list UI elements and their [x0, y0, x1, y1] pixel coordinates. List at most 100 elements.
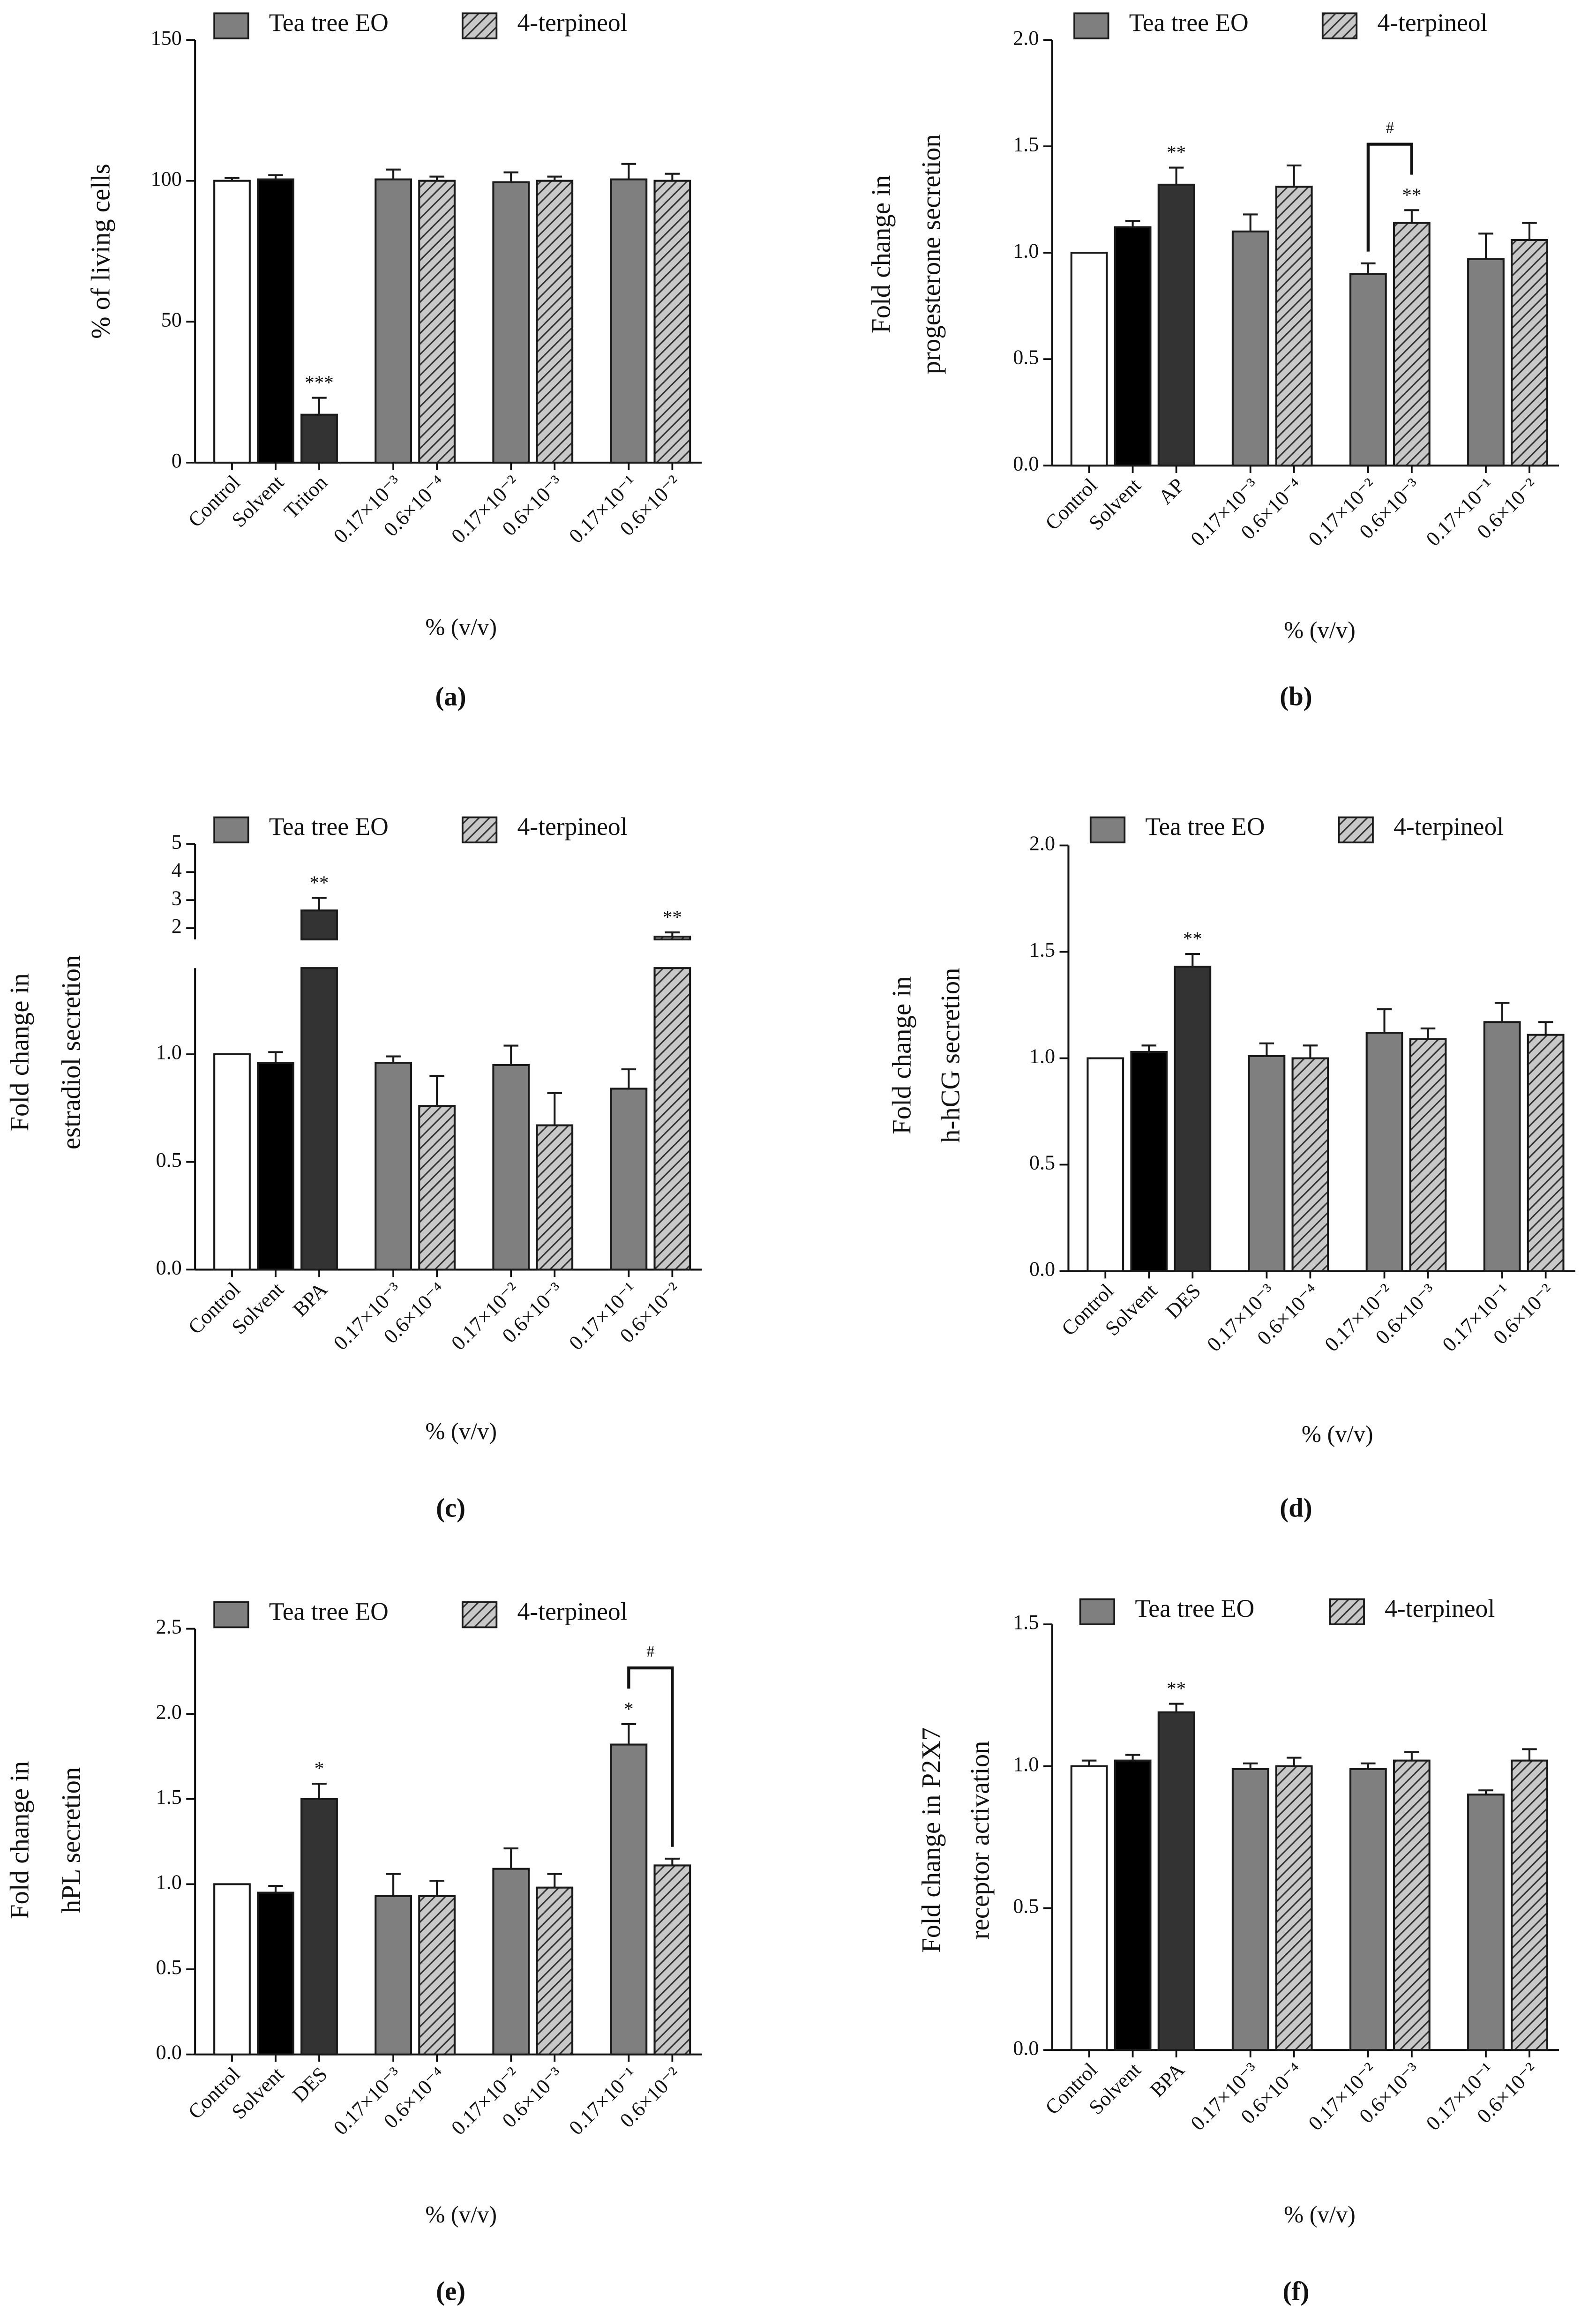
error-bar — [1125, 1754, 1140, 1761]
error-bar — [503, 1847, 518, 1869]
panel-label: (c) — [436, 1493, 465, 1523]
bar — [1070, 252, 1108, 467]
x-tick-label: AP — [1154, 474, 1189, 509]
error-bar — [1081, 1759, 1097, 1766]
error-bar — [665, 1857, 680, 1866]
y-axis-label: Fold change in — [866, 175, 896, 333]
error-bar — [1420, 1027, 1436, 1039]
y-tick-label: 50 — [161, 308, 182, 331]
legend-label: Tea tree EO — [1135, 1594, 1254, 1622]
error-bar — [1522, 222, 1537, 240]
legend-label: 4-terpineol — [1385, 1594, 1495, 1622]
bar — [653, 180, 691, 464]
bar — [1174, 966, 1212, 1272]
legend-label: Tea tree EO — [269, 8, 389, 37]
significance: ** — [663, 906, 682, 928]
bar — [375, 178, 412, 464]
bar — [1248, 1055, 1286, 1272]
error-bar — [1185, 953, 1200, 967]
error-bar — [429, 1074, 444, 1106]
legend-label: Tea tree EO — [1145, 812, 1265, 841]
error-bar — [225, 177, 240, 181]
y-tick-label: 0.5 — [1029, 1151, 1055, 1174]
y-tick-label: 1.0 — [1029, 1045, 1055, 1068]
y-axis-label: Fold change in P2X7 — [917, 1727, 946, 1953]
error-bar — [268, 1051, 283, 1063]
legend-swatch — [461, 816, 498, 844]
error-bar — [1259, 1042, 1274, 1056]
bar — [492, 1064, 530, 1271]
bar — [1114, 226, 1152, 467]
x-tick-label: BPA — [288, 1278, 332, 1321]
bracket — [627, 1666, 674, 1847]
significance: ** — [1402, 184, 1421, 205]
bar — [1365, 1031, 1403, 1272]
bar — [1393, 222, 1431, 467]
error-bar — [547, 1873, 562, 1888]
error-bar — [386, 1055, 401, 1063]
y-axis-label: receptor activation — [966, 1741, 995, 1940]
x-axis-label: % (v/v) — [1284, 617, 1356, 643]
legend-label: 4-terpineol — [517, 8, 627, 37]
bar — [492, 181, 530, 464]
significance: ** — [310, 871, 329, 893]
error-bar — [1243, 1762, 1258, 1769]
bar — [300, 909, 338, 1271]
y-axis-label: % of living cells — [86, 164, 116, 339]
significance: ** — [1183, 928, 1202, 949]
error-bar — [312, 397, 327, 415]
bar — [1511, 239, 1548, 467]
bracket-label: # — [646, 1643, 654, 1661]
error-bar — [1404, 1751, 1419, 1761]
bar — [1393, 1759, 1431, 2051]
bar — [536, 1886, 574, 2056]
legend-swatch — [1329, 1598, 1365, 1625]
bar — [1114, 1759, 1152, 2051]
y-tick-label: 1.5 — [1029, 938, 1055, 961]
y-tick-label: 1.0 — [156, 1871, 182, 1894]
significance: ** — [1167, 142, 1186, 163]
error-bar — [1478, 1789, 1493, 1795]
error-bar — [386, 168, 401, 180]
panel-label: (a) — [435, 682, 466, 711]
bar — [1349, 273, 1387, 467]
error-bar — [547, 175, 562, 181]
bar — [418, 180, 456, 464]
significance: *** — [305, 372, 333, 393]
y-tick-label: 2.0 — [1013, 26, 1039, 49]
bar — [418, 1105, 456, 1271]
error-bar — [1522, 1748, 1537, 1761]
y-tick-label: 2.0 — [156, 1700, 182, 1723]
legend-swatch — [1073, 12, 1109, 39]
error-bar — [1303, 1044, 1318, 1058]
y-tick-label: 0.0 — [156, 1256, 182, 1279]
y-tick-label: 1.0 — [1013, 239, 1039, 262]
bar — [1349, 1768, 1387, 2051]
legend-label: Tea tree EO — [269, 812, 389, 841]
bar — [610, 1743, 648, 2056]
bar — [1467, 258, 1505, 467]
bar — [213, 180, 251, 464]
bar — [1157, 183, 1195, 467]
bar — [257, 1891, 294, 2056]
y-axis-label: estradiol secretion — [57, 955, 86, 1149]
y-tick-label: 1.0 — [156, 1041, 182, 1064]
bar — [257, 1062, 294, 1271]
x-axis-label: % (v/v) — [425, 614, 497, 640]
significance: * — [315, 1757, 324, 1779]
y-tick-label: 1.0 — [1013, 1753, 1039, 1776]
bar — [536, 180, 574, 464]
y-tick-label: 1.5 — [1013, 133, 1039, 156]
x-axis-label: % (v/v) — [425, 2201, 497, 2228]
bar — [1527, 1034, 1565, 1272]
error-bar — [1286, 1756, 1302, 1766]
error-bar — [1538, 1021, 1553, 1035]
x-tick-label: DES — [1161, 1279, 1206, 1323]
error-bar — [621, 163, 637, 180]
error-bar — [386, 1873, 401, 1896]
y-tick-label: 0.0 — [1013, 452, 1039, 475]
legend-label: 4-terpineol — [517, 1597, 627, 1625]
panel: 050100150ControlSolventTriton0.17×10⁻³0.… — [86, 8, 702, 711]
error-bar — [268, 174, 283, 180]
